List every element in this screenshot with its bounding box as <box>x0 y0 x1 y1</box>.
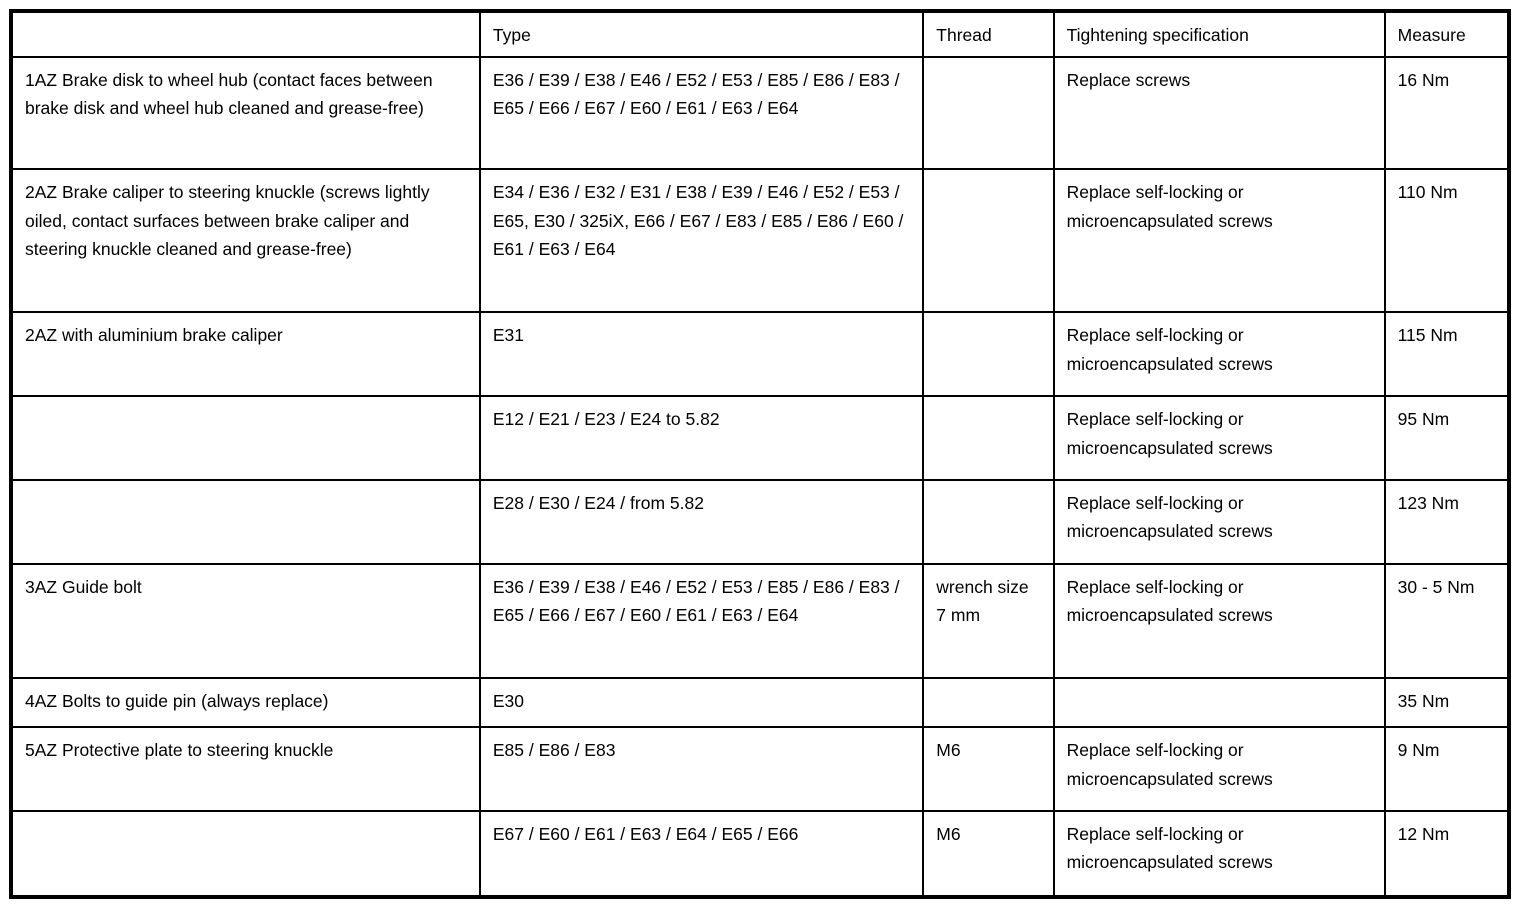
cell-thread: M6 <box>922 726 1055 813</box>
cell-spec: Replace self-locking or microencapsulate… <box>1052 311 1386 398</box>
table-row: 1AZ Brake disk to wheel hub (contact fac… <box>10 55 1511 171</box>
cell-measure: 95 Nm <box>1383 395 1511 482</box>
cell-measure: 12 Nm <box>1383 810 1511 898</box>
cell-type: E30 <box>478 677 925 729</box>
cell-thread: wrench size 7 mm <box>922 562 1055 680</box>
cell-type: E12 / E21 / E23 / E24 to 5.82 <box>478 395 925 482</box>
cell-type: E36 / E39 / E38 / E46 / E52 / E53 / E85 … <box>478 562 925 680</box>
cell-spec: Replace self-locking or microencapsulate… <box>1052 479 1386 565</box>
table-row: 2AZ with aluminium brake caliper E31 Rep… <box>10 311 1511 398</box>
cell-type: E85 / E86 / E83 <box>478 726 925 813</box>
cell-item <box>10 395 481 482</box>
cell-measure: 115 Nm <box>1383 311 1511 398</box>
cell-measure: 110 Nm <box>1383 168 1511 314</box>
cell-thread <box>922 677 1055 729</box>
cell-type: E28 / E30 / E24 / from 5.82 <box>478 479 925 565</box>
cell-item: 3AZ Guide bolt <box>10 562 481 680</box>
table-row: 2AZ Brake caliper to steering knuckle (s… <box>10 168 1511 314</box>
cell-measure: 16 Nm <box>1383 55 1511 171</box>
table-header: Type Thread Tightening specification Mea… <box>10 10 1511 58</box>
cell-type: E36 / E39 / E38 / E46 / E52 / E53 / E85 … <box>478 55 925 171</box>
cell-thread <box>922 395 1055 482</box>
cell-thread <box>922 55 1055 171</box>
cell-thread <box>922 168 1055 314</box>
cell-spec: Replace self-locking or microencapsulate… <box>1052 562 1386 680</box>
header-cell-type: Type <box>478 10 925 58</box>
cell-spec: Replace self-locking or microencapsulate… <box>1052 168 1386 314</box>
cell-item <box>10 810 481 898</box>
table-row: E28 / E30 / E24 / from 5.82 Replace self… <box>10 479 1511 565</box>
cell-item: 4AZ Bolts to guide pin (always replace) <box>10 677 481 729</box>
cell-measure: 35 Nm <box>1383 677 1511 729</box>
table-row: E67 / E60 / E61 / E63 / E64 / E65 / E66 … <box>10 810 1511 898</box>
cell-item <box>10 479 481 565</box>
header-row: Type Thread Tightening specification Mea… <box>10 10 1511 58</box>
cell-measure: 9 Nm <box>1383 726 1511 813</box>
table-row: E12 / E21 / E23 / E24 to 5.82 Replace se… <box>10 395 1511 482</box>
cell-measure: 123 Nm <box>1383 479 1511 565</box>
cell-spec: Replace self-locking or microencapsulate… <box>1052 395 1386 482</box>
cell-spec: Replace screws <box>1052 55 1386 171</box>
header-cell-item <box>10 10 481 58</box>
cell-thread: M6 <box>922 810 1055 898</box>
cell-item: 2AZ Brake caliper to steering knuckle (s… <box>10 168 481 314</box>
cell-item: 1AZ Brake disk to wheel hub (contact fac… <box>10 55 481 171</box>
table-body: 1AZ Brake disk to wheel hub (contact fac… <box>10 55 1511 898</box>
cell-spec <box>1052 677 1386 729</box>
cell-type: E67 / E60 / E61 / E63 / E64 / E65 / E66 <box>478 810 925 898</box>
cell-measure: 30 - 5 Nm <box>1383 562 1511 680</box>
cell-spec: Replace self-locking or microencapsulate… <box>1052 726 1386 813</box>
torque-spec-table: Type Thread Tightening specification Mea… <box>9 9 1511 899</box>
cell-type: E31 <box>478 311 925 398</box>
header-cell-thread: Thread <box>922 10 1055 58</box>
cell-thread <box>922 479 1055 565</box>
table-row: 3AZ Guide bolt E36 / E39 / E38 / E46 / E… <box>10 562 1511 680</box>
header-cell-measure: Measure <box>1383 10 1511 58</box>
cell-item: 5AZ Protective plate to steering knuckle <box>10 726 481 813</box>
table-row: 4AZ Bolts to guide pin (always replace) … <box>10 677 1511 729</box>
cell-type: E34 / E36 / E32 / E31 / E38 / E39 / E46 … <box>478 168 925 314</box>
table-row: 5AZ Protective plate to steering knuckle… <box>10 726 1511 813</box>
header-cell-spec: Tightening specification <box>1052 10 1386 58</box>
cell-spec: Replace self-locking or microencapsulate… <box>1052 810 1386 898</box>
cell-item: 2AZ with aluminium brake caliper <box>10 311 481 398</box>
cell-thread <box>922 311 1055 398</box>
